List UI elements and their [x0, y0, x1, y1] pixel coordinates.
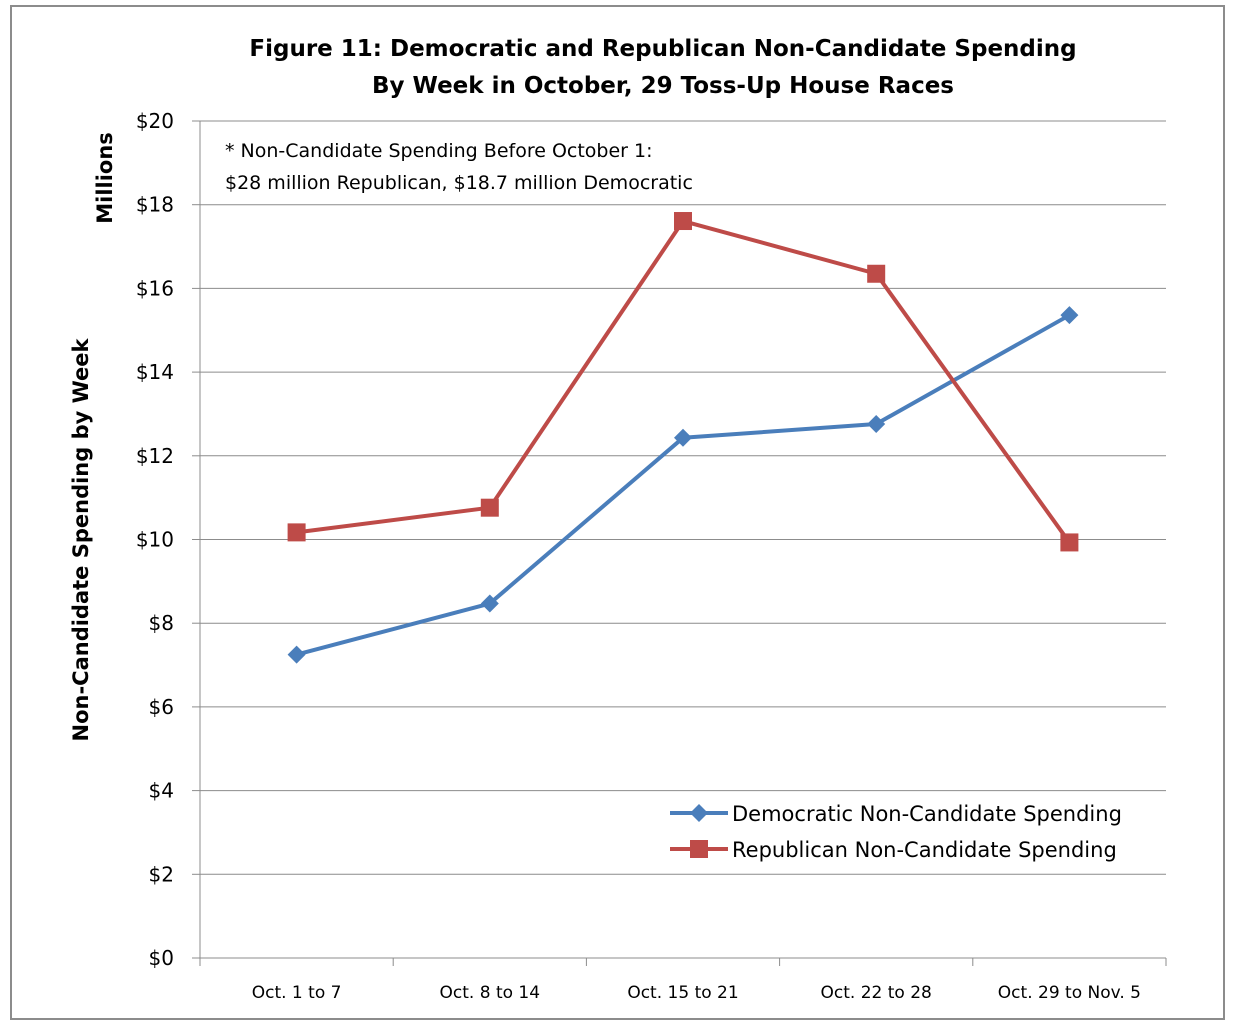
- y-tick-label: $12: [136, 444, 174, 468]
- legend-swatch-marker: [690, 804, 708, 822]
- axes: [199, 121, 1167, 966]
- chart-title: Figure 11: Democratic and Republican Non…: [249, 36, 1076, 99]
- legend-label: Republican Non-Candidate Spending: [732, 838, 1117, 862]
- gridlines: [192, 120, 1166, 959]
- data-point: [287, 645, 306, 664]
- x-tick-label: Oct. 1 to 7: [252, 983, 342, 1003]
- y-tick-label: $18: [136, 193, 174, 217]
- data-point: [674, 212, 692, 231]
- x-axis-tick-labels: Oct. 1 to 7 Oct. 8 to 14 Oct. 15 to 21 Oct.…: [252, 983, 1141, 1003]
- legend-swatch-marker: [690, 840, 708, 858]
- data-point: [867, 414, 886, 433]
- x-tick-label: Oct. 29 to Nov. 5: [998, 983, 1141, 1003]
- data-point: [1060, 306, 1079, 325]
- series-republican: [287, 212, 1079, 552]
- data-point: [1060, 533, 1079, 552]
- annotation-note: * Non-Candidate Spending Before October …: [225, 140, 693, 194]
- data-point: [867, 264, 886, 283]
- annotation-line-1: * Non-Candidate Spending Before October …: [225, 140, 653, 162]
- y-axis-title: Non-Candidate Spending by Week: [69, 337, 93, 741]
- chart-frame: [10, 5, 1225, 1020]
- chart-title-line-2: By Week in October, 29 Toss-Up House Rac…: [372, 73, 954, 99]
- y-tick-label: $4: [149, 779, 174, 803]
- data-point: [674, 428, 692, 447]
- y-tick-label: $2: [149, 862, 174, 886]
- y-axis-unit-label: Millions: [93, 132, 117, 224]
- annotation-line-2: $28 million Republican, $18.7 million De…: [225, 172, 693, 194]
- y-tick-label: $8: [149, 611, 174, 635]
- y-axis-tick-labels: $0 $2 $4 $6 $8 $10 $12 $14 $16 $18 $20: [136, 109, 174, 970]
- y-tick-label: $16: [136, 276, 174, 300]
- data-point: [480, 594, 499, 613]
- chart-title-line-1: Figure 11: Democratic and Republican Non…: [249, 36, 1076, 62]
- x-tick-label: Oct. 22 to 28: [821, 983, 932, 1003]
- y-tick-label: $0: [149, 946, 174, 970]
- data-point: [287, 523, 306, 542]
- legend-label: Democratic Non-Candidate Spending: [732, 802, 1122, 826]
- y-tick-label: $14: [136, 360, 174, 384]
- y-tick-label: $6: [149, 695, 174, 719]
- x-tick-label: Oct. 8 to 14: [440, 983, 541, 1003]
- x-tick-label: Oct. 15 to 21: [627, 983, 738, 1003]
- data-series: [287, 212, 1079, 664]
- y-tick-label: $10: [136, 528, 174, 552]
- legend: Democratic Non-Candidate Spending Republi…: [670, 802, 1122, 862]
- y-tick-label: $20: [136, 109, 174, 133]
- series-line: [296, 313, 1071, 657]
- data-point: [480, 498, 499, 517]
- series-democratic: [287, 306, 1079, 664]
- series-line: [296, 219, 1072, 544]
